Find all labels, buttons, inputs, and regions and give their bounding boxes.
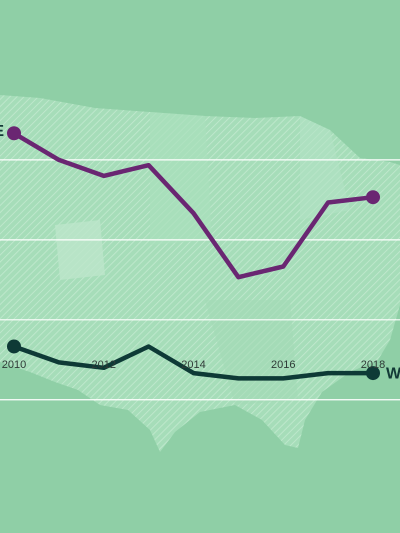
map-region-plains — [150, 112, 212, 245]
x-tick-label-2018: 2018 — [361, 359, 385, 371]
map-region-mountains — [55, 220, 105, 280]
series-start-point-w — [7, 339, 21, 354]
series-label-w: W — [386, 366, 400, 383]
series-end-point-e — [366, 190, 380, 205]
x-tick-label-2012: 2012 — [92, 359, 116, 371]
x-tick-label-2010: 2010 — [2, 359, 26, 371]
map-region-lakes — [300, 116, 350, 220]
series-line-e — [11, 131, 376, 280]
series-end-point-w — [366, 366, 380, 381]
series-line-w — [11, 344, 376, 381]
x-tick-label-2016: 2016 — [271, 359, 295, 371]
series-lines: EW — [0, 123, 400, 383]
series-start-point-e — [7, 126, 21, 141]
x-axis-ticks: 2010 2012 2014 2016 2018 — [2, 359, 385, 371]
gridlines — [0, 159, 400, 401]
x-tick-label-2014: 2014 — [181, 359, 205, 371]
background-map — [0, 95, 400, 452]
series-label-e: E — [0, 123, 4, 140]
